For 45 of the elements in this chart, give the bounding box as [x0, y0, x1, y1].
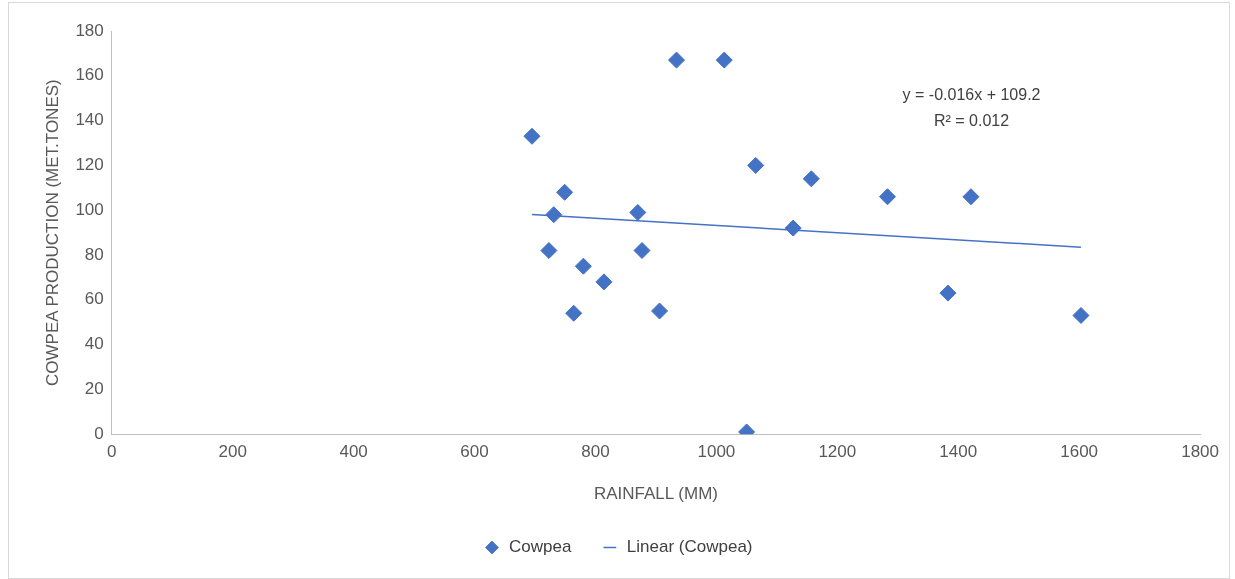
y-tick-label: 140: [75, 110, 104, 130]
point: [1072, 306, 1090, 324]
y-tick-label: 20: [84, 379, 104, 399]
point: [802, 170, 820, 188]
x-tick-label: 400: [339, 442, 368, 462]
x-tick-label: 0: [107, 442, 117, 462]
point: [715, 51, 733, 69]
point: [633, 242, 651, 260]
y-tick-label: 160: [75, 65, 104, 85]
point: [747, 156, 765, 174]
x-axis-title: RAINFALL (MM): [593, 484, 718, 504]
x-tick-label: 200: [218, 442, 247, 462]
legend-label: Linear (Cowpea): [626, 537, 753, 557]
x-tick-label: 1800: [1181, 442, 1219, 462]
x-tick-label: 1200: [818, 442, 857, 462]
point: [962, 188, 980, 206]
x-tick-label: 1400: [939, 442, 978, 462]
x-tick-label: 600: [460, 442, 489, 462]
point: [939, 284, 957, 302]
y-tick-label: 80: [84, 244, 104, 264]
point: [784, 219, 802, 237]
y-tick-label: 120: [75, 155, 104, 175]
x-tick-label: 800: [581, 442, 610, 462]
point: [574, 257, 592, 275]
x-tick-label: 1000: [697, 442, 736, 462]
point: [523, 127, 541, 145]
point: [565, 304, 583, 322]
y-tick-label: 60: [84, 289, 104, 309]
point: [651, 302, 669, 320]
point: [540, 242, 558, 260]
y-tick-label: 40: [84, 334, 104, 354]
point: [629, 203, 647, 221]
y-tick-label: 100: [75, 199, 104, 219]
x-tick-label: 1600: [1060, 442, 1099, 462]
y-tick-label: 180: [75, 20, 104, 40]
y-tick-label: 0: [94, 423, 104, 443]
annotation: R² = 0.012: [933, 112, 1010, 130]
y-axis-title: COWPEA PRODUCTION (MET.TONES): [42, 79, 62, 386]
point: [879, 188, 896, 206]
legend-label: Cowpea: [508, 537, 572, 557]
point: [667, 51, 685, 69]
point: [595, 273, 613, 291]
point: [556, 183, 574, 201]
annotation: y = -0.016x + 109.2: [902, 86, 1041, 104]
point: [545, 206, 563, 224]
